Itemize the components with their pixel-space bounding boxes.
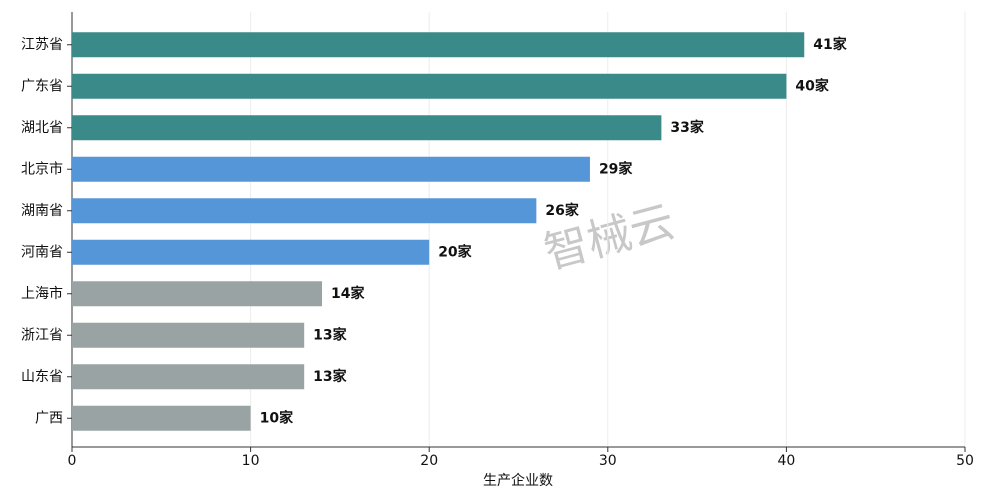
bar: [72, 156, 590, 182]
x-tick-label: 30: [599, 453, 617, 469]
bar: [72, 198, 537, 224]
bar: [72, 73, 787, 99]
y-tick-label: 广西: [35, 410, 63, 426]
value-label: 10家: [260, 409, 294, 426]
value-label: 41家: [813, 36, 847, 53]
x-tick-label: 20: [420, 453, 438, 469]
value-label: 13家: [313, 326, 347, 343]
x-tick-label: 40: [777, 453, 795, 469]
y-tick-label: 湖南省: [21, 203, 63, 219]
bar: [72, 239, 430, 265]
y-tick-label: 山东省: [21, 369, 63, 385]
x-tick-label: 0: [68, 453, 77, 469]
x-tick-label: 50: [956, 453, 974, 469]
y-tick-label: 江苏省: [21, 37, 63, 53]
value-label: 20家: [438, 243, 472, 260]
x-axis-label: 生产企业数: [483, 472, 553, 489]
bar: [72, 32, 805, 58]
x-tick-label: 10: [242, 453, 260, 469]
y-tick-label: 北京市: [21, 160, 63, 177]
y-tick-label: 上海市: [21, 285, 63, 302]
bar: [72, 364, 305, 390]
y-tick-label: 湖北省: [21, 120, 63, 136]
value-label: 40家: [795, 77, 829, 94]
y-tick-label: 浙江省: [21, 327, 63, 343]
value-label: 13家: [313, 368, 347, 385]
bar: [72, 322, 305, 348]
y-tick-label: 河南省: [21, 244, 63, 260]
value-label: 29家: [599, 160, 633, 177]
bar: [72, 115, 662, 141]
value-label: 33家: [670, 119, 704, 136]
value-label: 14家: [331, 285, 365, 302]
bar: [72, 281, 323, 307]
y-tick-label: 广东省: [21, 78, 63, 94]
value-label: 26家: [545, 202, 579, 219]
bar: [72, 405, 251, 431]
